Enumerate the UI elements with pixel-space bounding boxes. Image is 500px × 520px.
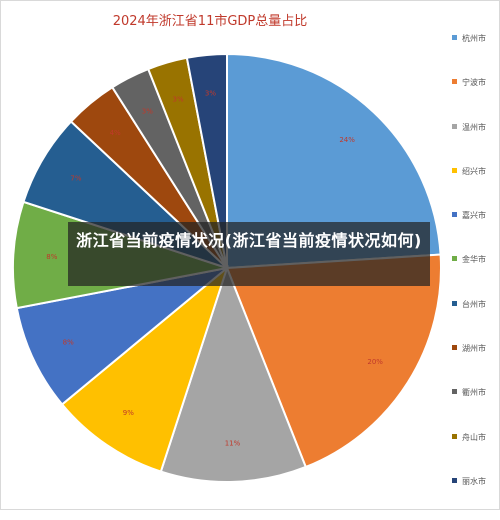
legend-label: 杭州市: [462, 34, 486, 43]
pie-slice-10: [185, 52, 228, 269]
legend-swatch: [452, 477, 457, 483]
legend-item: 台州市: [448, 299, 500, 343]
legend-item: 舟山市: [448, 432, 500, 476]
legend-label: 温州市: [462, 122, 486, 132]
legend-item: 金华市: [448, 254, 500, 298]
legend-label: 衢州市: [462, 388, 486, 398]
slice-label-1: 20%: [367, 358, 383, 366]
slice-label-8: 3%: [142, 108, 153, 116]
legend-label: 绍兴市: [462, 166, 486, 176]
legend-label: 丽水市: [462, 476, 486, 486]
legend-swatch: [452, 212, 457, 218]
overlay-caption: 浙江省当前疫情状况(浙江省当前疫情状况如何): [68, 222, 430, 286]
slice-label-2: 11%: [225, 439, 241, 447]
legend-item: 嘉兴市: [448, 210, 500, 254]
pie-slice-4: [15, 267, 228, 406]
slice-label-10: 3%: [205, 89, 216, 97]
legend-label: 台州市: [462, 299, 486, 309]
legend-item: 丽水市: [448, 476, 500, 520]
slice-label-0: 24%: [339, 136, 355, 144]
slice-label-6: 7%: [70, 175, 81, 183]
pie-slice-0: [226, 52, 442, 270]
legend-label: 宁波市: [462, 78, 486, 88]
slice-label-3: 9%: [123, 409, 134, 417]
legend-item: 衢州市: [448, 387, 500, 431]
slice-label-7: 4%: [110, 129, 121, 137]
slice-label-9: 3%: [172, 95, 183, 103]
legend-swatch: [452, 35, 457, 40]
pie-slice-1: [225, 253, 442, 469]
slice-label-5: 8%: [46, 253, 57, 261]
legend-swatch: [452, 389, 457, 395]
legend-label: 湖州市: [462, 344, 486, 354]
pie-slice-2: [159, 265, 308, 483]
legend-label: 嘉兴市: [462, 211, 486, 221]
legend-item: 湖州市: [448, 343, 500, 387]
legend-swatch: [452, 433, 457, 439]
legend-label: 舟山市: [462, 432, 486, 442]
legend-item: 绍兴市: [448, 166, 500, 210]
legend: 杭州市宁波市温州市绍兴市嘉兴市金华市台州市湖州市衢州市舟山市丽水市: [448, 33, 500, 520]
slice-label-4: 8%: [63, 339, 74, 347]
legend-swatch: [452, 123, 457, 129]
legend-swatch: [452, 300, 457, 306]
legend-swatch: [452, 256, 457, 262]
legend-swatch: [452, 167, 457, 173]
legend-label: 金华市: [462, 255, 486, 265]
legend-item: 温州市: [448, 122, 500, 166]
legend-item: 杭州市: [448, 33, 500, 77]
legend-swatch: [452, 345, 457, 351]
legend-swatch: [452, 79, 457, 85]
chart-title: 2024年浙江省11市GDP总量占比: [112, 14, 308, 29]
pie-slice-3: [60, 265, 230, 473]
legend-item: 宁波市: [448, 77, 500, 121]
